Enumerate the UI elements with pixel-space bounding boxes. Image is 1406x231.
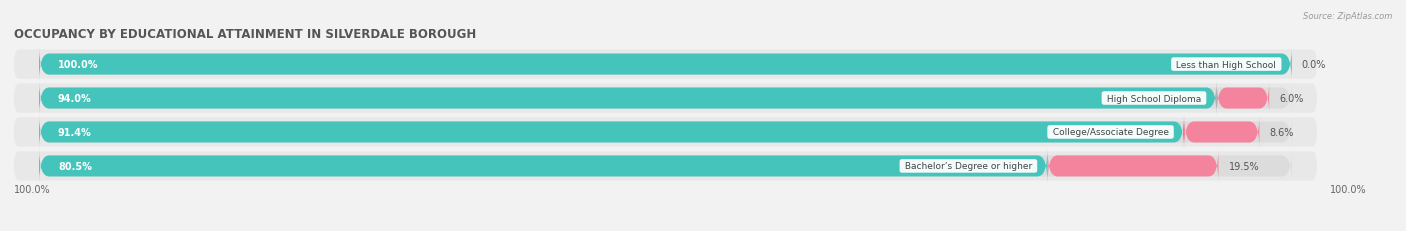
FancyBboxPatch shape [1216,82,1270,115]
Text: OCCUPANCY BY EDUCATIONAL ATTAINMENT IN SILVERDALE BOROUGH: OCCUPANCY BY EDUCATIONAL ATTAINMENT IN S… [14,28,477,41]
Text: 6.0%: 6.0% [1279,94,1303,103]
Text: High School Diploma: High School Diploma [1104,94,1204,103]
Text: 91.4%: 91.4% [58,128,91,137]
FancyBboxPatch shape [1184,116,1260,149]
Text: 100.0%: 100.0% [58,60,98,70]
FancyBboxPatch shape [39,150,1292,183]
Text: 100.0%: 100.0% [14,184,51,194]
Text: 80.5%: 80.5% [58,161,91,171]
FancyBboxPatch shape [14,50,1317,79]
FancyBboxPatch shape [39,82,1292,115]
FancyBboxPatch shape [39,116,1292,149]
Text: 19.5%: 19.5% [1229,161,1260,171]
Text: Bachelor’s Degree or higher: Bachelor’s Degree or higher [901,162,1035,171]
FancyBboxPatch shape [1047,150,1219,183]
FancyBboxPatch shape [14,152,1317,181]
Text: 8.6%: 8.6% [1270,128,1294,137]
FancyBboxPatch shape [14,84,1317,113]
Text: 0.0%: 0.0% [1302,60,1326,70]
Text: Source: ZipAtlas.com: Source: ZipAtlas.com [1302,12,1392,21]
FancyBboxPatch shape [39,150,1047,183]
Text: 100.0%: 100.0% [1330,184,1367,194]
FancyBboxPatch shape [39,116,1184,149]
Text: College/Associate Degree: College/Associate Degree [1050,128,1171,137]
FancyBboxPatch shape [39,48,1292,81]
FancyBboxPatch shape [39,82,1216,115]
FancyBboxPatch shape [39,48,1292,81]
FancyBboxPatch shape [14,118,1317,147]
Text: 94.0%: 94.0% [58,94,91,103]
Text: Less than High School: Less than High School [1174,60,1279,69]
